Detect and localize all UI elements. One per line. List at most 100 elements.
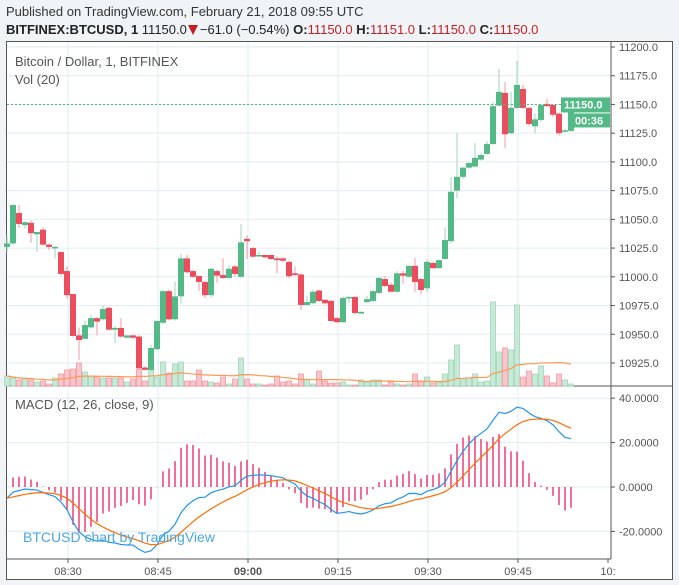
candle-body bbox=[274, 258, 280, 261]
volume-bar bbox=[280, 381, 286, 387]
volume-bar bbox=[562, 379, 568, 387]
series-legend: Bitcoin / Dollar, 1, BITFINEX bbox=[15, 54, 179, 69]
candle-body bbox=[286, 261, 292, 277]
volume-bar bbox=[52, 377, 58, 387]
candle-body bbox=[496, 91, 502, 106]
volume-bar bbox=[316, 370, 322, 387]
low-label: L: bbox=[418, 22, 431, 37]
close-value: 11150.0 bbox=[493, 22, 539, 37]
candle-body bbox=[364, 299, 370, 303]
volume-bar bbox=[136, 368, 142, 387]
volume-bar bbox=[382, 384, 388, 387]
candle-body bbox=[304, 302, 310, 305]
candle-body bbox=[322, 299, 328, 304]
price-tick-label: 11175.0 bbox=[619, 71, 657, 83]
candle-body bbox=[472, 157, 478, 167]
time-tick-label: 09:30 bbox=[414, 566, 442, 578]
volume-bar bbox=[166, 372, 172, 387]
volume-bar bbox=[190, 380, 196, 387]
candle-body bbox=[454, 176, 460, 191]
candle-body bbox=[58, 252, 64, 274]
candle-body bbox=[502, 92, 508, 135]
candle-body bbox=[10, 204, 16, 244]
candle-body bbox=[316, 290, 322, 301]
volume-bar bbox=[466, 377, 472, 387]
volume-bar bbox=[364, 381, 370, 387]
candle-body bbox=[442, 240, 448, 259]
candle-body bbox=[220, 275, 226, 278]
volume-bar bbox=[40, 380, 46, 387]
volume-bar bbox=[220, 376, 226, 387]
macd-tick-label: 40.0000 bbox=[619, 393, 659, 405]
candle-body bbox=[460, 167, 466, 177]
time-tick-label: 09:15 bbox=[324, 566, 352, 578]
volume-bar bbox=[34, 381, 40, 387]
volume-bar bbox=[346, 384, 352, 387]
volume-bar bbox=[550, 382, 556, 387]
candle-body bbox=[262, 254, 268, 258]
price-tick-label: 11125.0 bbox=[619, 128, 657, 140]
candle-body bbox=[166, 291, 172, 320]
volume-bar bbox=[484, 380, 490, 387]
candle-body bbox=[526, 107, 532, 124]
candle-body bbox=[418, 279, 424, 291]
candle-body bbox=[148, 348, 154, 370]
candle-body bbox=[106, 307, 112, 330]
candle-body bbox=[310, 291, 316, 304]
high-label: H: bbox=[356, 22, 370, 37]
candle-body bbox=[154, 321, 160, 350]
volume-bar bbox=[148, 369, 154, 387]
macd-legend: MACD (12, 26, close, 9) bbox=[15, 397, 154, 412]
candle-body bbox=[238, 242, 244, 277]
volume-bar bbox=[256, 383, 262, 387]
triangle-down-icon bbox=[187, 25, 198, 35]
candle-body bbox=[4, 243, 10, 247]
candle-body bbox=[268, 254, 274, 259]
macd-tick-label: 0.0000 bbox=[619, 482, 653, 494]
volume-bar bbox=[142, 380, 148, 387]
price-tick-label: 11150.0 bbox=[619, 99, 657, 111]
volume-bar bbox=[526, 370, 532, 387]
volume-bar bbox=[268, 383, 274, 387]
symbol-summary: BITFINEX:BTCUSD, 1 11150.0 −61.0 (−0.54%)… bbox=[6, 22, 538, 37]
candle-body bbox=[40, 229, 46, 245]
candle-body bbox=[448, 191, 454, 242]
candle-body bbox=[556, 113, 562, 134]
candle-body bbox=[514, 84, 520, 108]
open-label: O: bbox=[293, 22, 308, 37]
price-tick-label: 11050.0 bbox=[619, 214, 658, 226]
candle-body bbox=[370, 291, 376, 301]
candle-body bbox=[382, 279, 388, 286]
candle-body bbox=[142, 367, 148, 370]
candle-body bbox=[298, 274, 304, 305]
countdown-tag-label: 00:36 bbox=[575, 115, 603, 127]
candle-body bbox=[34, 231, 40, 235]
volume-bar bbox=[274, 375, 280, 387]
volume-bar bbox=[454, 344, 460, 387]
volume-bar bbox=[82, 371, 88, 387]
last-price-tag-label: 11150.0 bbox=[564, 99, 603, 111]
candle-body bbox=[466, 163, 472, 168]
last-price: 11150.0 bbox=[141, 22, 187, 37]
volume-bar bbox=[196, 369, 202, 387]
candle-body bbox=[70, 294, 76, 336]
volume-bar bbox=[4, 375, 10, 387]
volume-bar bbox=[76, 362, 82, 387]
candle-body bbox=[250, 248, 256, 257]
candle-body bbox=[22, 222, 28, 226]
volume-bar bbox=[334, 382, 340, 387]
candle-body bbox=[352, 296, 358, 313]
volume-bar bbox=[442, 373, 448, 387]
candle-body bbox=[394, 273, 400, 292]
volume-bar bbox=[214, 382, 220, 387]
volume-bar bbox=[88, 375, 94, 387]
candle-body bbox=[190, 271, 196, 277]
volume-bar bbox=[388, 381, 394, 387]
candle-body bbox=[292, 273, 298, 276]
candle-body bbox=[358, 311, 364, 314]
volume-bar bbox=[94, 376, 100, 387]
macd-tick-label: -20.0000 bbox=[619, 526, 662, 538]
volume-bar bbox=[100, 377, 106, 387]
volume-bar bbox=[394, 383, 400, 387]
